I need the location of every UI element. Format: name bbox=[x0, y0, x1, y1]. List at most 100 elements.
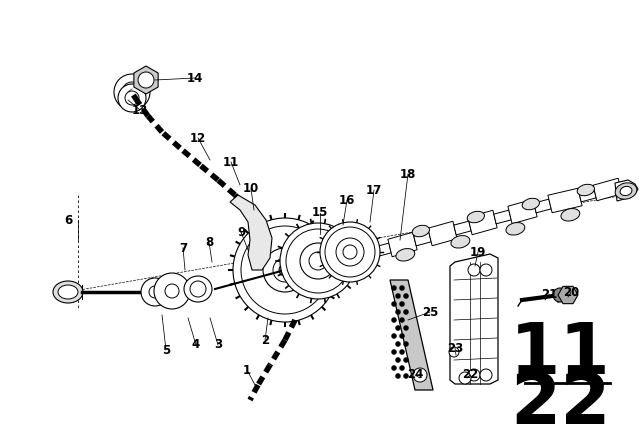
Circle shape bbox=[396, 341, 401, 346]
Circle shape bbox=[449, 347, 459, 357]
Circle shape bbox=[403, 374, 408, 379]
Polygon shape bbox=[494, 210, 511, 224]
Ellipse shape bbox=[396, 249, 415, 261]
Text: 11: 11 bbox=[223, 155, 239, 168]
Circle shape bbox=[403, 310, 408, 314]
Text: 15: 15 bbox=[312, 207, 328, 220]
Circle shape bbox=[154, 273, 190, 309]
Text: 10: 10 bbox=[243, 182, 259, 195]
Text: 20: 20 bbox=[563, 285, 579, 298]
Text: 12: 12 bbox=[190, 132, 206, 145]
Polygon shape bbox=[468, 210, 497, 235]
Circle shape bbox=[279, 264, 291, 276]
Text: 25: 25 bbox=[422, 306, 438, 319]
Polygon shape bbox=[353, 244, 377, 266]
Polygon shape bbox=[548, 188, 582, 213]
Circle shape bbox=[320, 222, 380, 282]
Polygon shape bbox=[450, 254, 498, 384]
Circle shape bbox=[392, 349, 397, 354]
Circle shape bbox=[403, 326, 408, 331]
Text: 22: 22 bbox=[509, 370, 611, 439]
Circle shape bbox=[399, 302, 404, 306]
Circle shape bbox=[392, 333, 397, 339]
Text: 17: 17 bbox=[366, 184, 382, 197]
Circle shape bbox=[165, 284, 179, 298]
Circle shape bbox=[309, 252, 327, 270]
Ellipse shape bbox=[561, 208, 580, 221]
Circle shape bbox=[114, 74, 150, 110]
Circle shape bbox=[399, 366, 404, 370]
Polygon shape bbox=[579, 188, 596, 202]
Circle shape bbox=[138, 72, 154, 88]
Circle shape bbox=[399, 285, 404, 290]
Text: 4: 4 bbox=[192, 339, 200, 352]
Circle shape bbox=[403, 293, 408, 298]
Circle shape bbox=[392, 285, 397, 290]
Polygon shape bbox=[308, 253, 342, 279]
Circle shape bbox=[468, 369, 480, 381]
Circle shape bbox=[273, 258, 297, 282]
Polygon shape bbox=[558, 286, 578, 304]
Text: 5: 5 bbox=[162, 344, 170, 357]
Circle shape bbox=[263, 248, 307, 292]
Ellipse shape bbox=[412, 225, 429, 237]
Ellipse shape bbox=[467, 211, 484, 223]
Circle shape bbox=[403, 358, 408, 362]
Text: 6: 6 bbox=[64, 214, 72, 227]
Ellipse shape bbox=[620, 186, 632, 196]
Polygon shape bbox=[454, 221, 471, 235]
Text: 2: 2 bbox=[261, 333, 269, 346]
Circle shape bbox=[392, 366, 397, 370]
Polygon shape bbox=[388, 232, 417, 257]
Circle shape bbox=[396, 374, 401, 379]
Circle shape bbox=[396, 358, 401, 362]
Circle shape bbox=[399, 349, 404, 354]
Polygon shape bbox=[615, 180, 638, 201]
Polygon shape bbox=[534, 199, 551, 213]
Circle shape bbox=[396, 326, 401, 331]
Text: 7: 7 bbox=[179, 241, 187, 254]
Circle shape bbox=[125, 91, 139, 105]
Ellipse shape bbox=[53, 281, 83, 303]
Polygon shape bbox=[593, 178, 622, 201]
Circle shape bbox=[459, 372, 471, 384]
Circle shape bbox=[118, 84, 146, 112]
Circle shape bbox=[141, 278, 169, 306]
Text: 23: 23 bbox=[447, 341, 463, 354]
Circle shape bbox=[122, 82, 142, 102]
Circle shape bbox=[343, 245, 357, 259]
Polygon shape bbox=[230, 195, 272, 270]
Polygon shape bbox=[374, 243, 391, 257]
Circle shape bbox=[553, 288, 567, 302]
Circle shape bbox=[241, 226, 329, 314]
Ellipse shape bbox=[522, 198, 540, 210]
Ellipse shape bbox=[577, 184, 595, 196]
Text: 21: 21 bbox=[541, 289, 557, 302]
Ellipse shape bbox=[357, 239, 374, 251]
Circle shape bbox=[396, 310, 401, 314]
Ellipse shape bbox=[184, 276, 212, 302]
Polygon shape bbox=[339, 253, 356, 267]
Text: 14: 14 bbox=[187, 72, 203, 85]
Ellipse shape bbox=[58, 285, 78, 299]
Ellipse shape bbox=[341, 263, 360, 275]
Circle shape bbox=[468, 264, 480, 276]
Ellipse shape bbox=[451, 236, 470, 248]
Circle shape bbox=[413, 368, 427, 382]
Circle shape bbox=[403, 341, 408, 346]
Circle shape bbox=[399, 318, 404, 323]
Text: 22: 22 bbox=[462, 369, 478, 382]
Circle shape bbox=[300, 243, 336, 279]
Circle shape bbox=[149, 286, 161, 298]
Circle shape bbox=[392, 318, 397, 323]
Circle shape bbox=[392, 302, 397, 306]
Text: 13: 13 bbox=[132, 103, 148, 116]
Circle shape bbox=[336, 238, 364, 266]
Circle shape bbox=[325, 227, 375, 277]
Circle shape bbox=[480, 369, 492, 381]
Text: 24: 24 bbox=[407, 369, 423, 382]
Polygon shape bbox=[414, 232, 431, 246]
Circle shape bbox=[399, 333, 404, 339]
Polygon shape bbox=[134, 66, 158, 94]
Circle shape bbox=[190, 281, 206, 297]
